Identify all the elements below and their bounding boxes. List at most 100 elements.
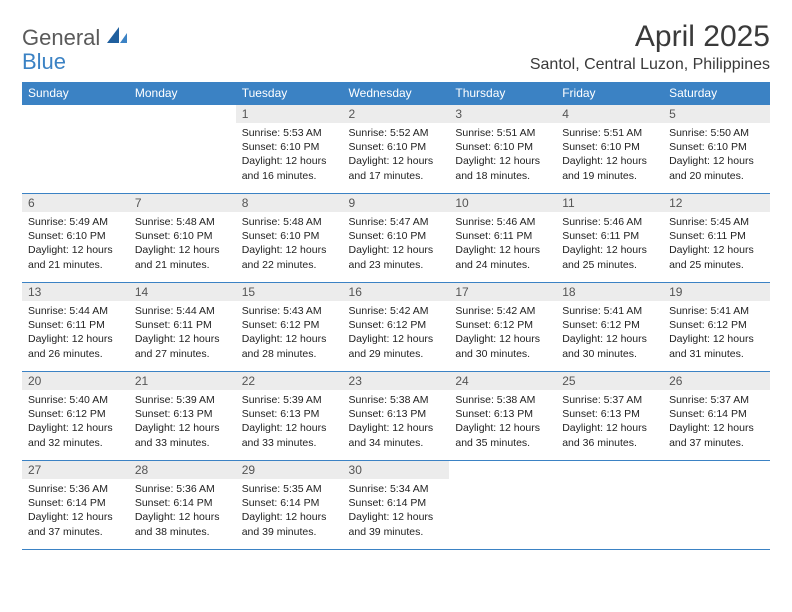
calendar-cell: 29Sunrise: 5:35 AMSunset: 6:14 PMDayligh… bbox=[236, 461, 343, 550]
day-number: 21 bbox=[129, 372, 236, 390]
page: General Blue April 2025 Santol, Central … bbox=[0, 0, 792, 570]
day-number: 24 bbox=[449, 372, 556, 390]
weekday-header: Monday bbox=[129, 82, 236, 105]
calendar-cell: 7Sunrise: 5:48 AMSunset: 6:10 PMDaylight… bbox=[129, 194, 236, 283]
day-number: 14 bbox=[129, 283, 236, 301]
day-details: Sunrise: 5:37 AMSunset: 6:14 PMDaylight:… bbox=[663, 390, 770, 454]
day-details: Sunrise: 5:46 AMSunset: 6:11 PMDaylight:… bbox=[556, 212, 663, 276]
weekday-header: Sunday bbox=[22, 82, 129, 105]
sail-icon bbox=[107, 27, 127, 50]
day-number: 29 bbox=[236, 461, 343, 479]
day-details: Sunrise: 5:38 AMSunset: 6:13 PMDaylight:… bbox=[343, 390, 450, 454]
calendar-cell: 19Sunrise: 5:41 AMSunset: 6:12 PMDayligh… bbox=[663, 283, 770, 372]
weekday-header: Wednesday bbox=[343, 82, 450, 105]
day-number: 15 bbox=[236, 283, 343, 301]
calendar-cell: 20Sunrise: 5:40 AMSunset: 6:12 PMDayligh… bbox=[22, 372, 129, 461]
calendar-cell bbox=[129, 105, 236, 194]
day-details: Sunrise: 5:34 AMSunset: 6:14 PMDaylight:… bbox=[343, 479, 450, 543]
day-details: Sunrise: 5:44 AMSunset: 6:11 PMDaylight:… bbox=[129, 301, 236, 365]
day-details: Sunrise: 5:48 AMSunset: 6:10 PMDaylight:… bbox=[236, 212, 343, 276]
day-number: 17 bbox=[449, 283, 556, 301]
day-details: Sunrise: 5:43 AMSunset: 6:12 PMDaylight:… bbox=[236, 301, 343, 365]
day-number: 26 bbox=[663, 372, 770, 390]
calendar-cell: 15Sunrise: 5:43 AMSunset: 6:12 PMDayligh… bbox=[236, 283, 343, 372]
calendar-cell: 18Sunrise: 5:41 AMSunset: 6:12 PMDayligh… bbox=[556, 283, 663, 372]
day-details: Sunrise: 5:42 AMSunset: 6:12 PMDaylight:… bbox=[449, 301, 556, 365]
day-number: 8 bbox=[236, 194, 343, 212]
title-block: April 2025 Santol, Central Luzon, Philip… bbox=[530, 20, 770, 74]
day-details: Sunrise: 5:48 AMSunset: 6:10 PMDaylight:… bbox=[129, 212, 236, 276]
calendar-cell: 6Sunrise: 5:49 AMSunset: 6:10 PMDaylight… bbox=[22, 194, 129, 283]
weekday-header: Thursday bbox=[449, 82, 556, 105]
day-number: 20 bbox=[22, 372, 129, 390]
calendar-cell: 21Sunrise: 5:39 AMSunset: 6:13 PMDayligh… bbox=[129, 372, 236, 461]
day-number: 11 bbox=[556, 194, 663, 212]
day-number: 28 bbox=[129, 461, 236, 479]
calendar-cell: 10Sunrise: 5:46 AMSunset: 6:11 PMDayligh… bbox=[449, 194, 556, 283]
day-number: 13 bbox=[22, 283, 129, 301]
calendar-row: 13Sunrise: 5:44 AMSunset: 6:11 PMDayligh… bbox=[22, 283, 770, 372]
day-number: 1 bbox=[236, 105, 343, 123]
calendar-cell: 2Sunrise: 5:52 AMSunset: 6:10 PMDaylight… bbox=[343, 105, 450, 194]
calendar-body: 1Sunrise: 5:53 AMSunset: 6:10 PMDaylight… bbox=[22, 105, 770, 550]
brand-logo: General Blue bbox=[22, 20, 127, 74]
calendar-cell: 4Sunrise: 5:51 AMSunset: 6:10 PMDaylight… bbox=[556, 105, 663, 194]
day-number: 3 bbox=[449, 105, 556, 123]
header: General Blue April 2025 Santol, Central … bbox=[22, 20, 770, 74]
day-details: Sunrise: 5:42 AMSunset: 6:12 PMDaylight:… bbox=[343, 301, 450, 365]
calendar-cell: 12Sunrise: 5:45 AMSunset: 6:11 PMDayligh… bbox=[663, 194, 770, 283]
day-details: Sunrise: 5:39 AMSunset: 6:13 PMDaylight:… bbox=[236, 390, 343, 454]
weekday-header: Tuesday bbox=[236, 82, 343, 105]
calendar-cell: 23Sunrise: 5:38 AMSunset: 6:13 PMDayligh… bbox=[343, 372, 450, 461]
calendar-cell: 16Sunrise: 5:42 AMSunset: 6:12 PMDayligh… bbox=[343, 283, 450, 372]
calendar-cell: 11Sunrise: 5:46 AMSunset: 6:11 PMDayligh… bbox=[556, 194, 663, 283]
day-details: Sunrise: 5:50 AMSunset: 6:10 PMDaylight:… bbox=[663, 123, 770, 187]
day-number: 4 bbox=[556, 105, 663, 123]
calendar-row: 6Sunrise: 5:49 AMSunset: 6:10 PMDaylight… bbox=[22, 194, 770, 283]
calendar-cell bbox=[663, 461, 770, 550]
brand-word2: Blue bbox=[22, 49, 66, 74]
day-details: Sunrise: 5:41 AMSunset: 6:12 PMDaylight:… bbox=[663, 301, 770, 365]
day-number: 18 bbox=[556, 283, 663, 301]
calendar-cell: 8Sunrise: 5:48 AMSunset: 6:10 PMDaylight… bbox=[236, 194, 343, 283]
day-details: Sunrise: 5:53 AMSunset: 6:10 PMDaylight:… bbox=[236, 123, 343, 187]
calendar-cell: 1Sunrise: 5:53 AMSunset: 6:10 PMDaylight… bbox=[236, 105, 343, 194]
day-number: 22 bbox=[236, 372, 343, 390]
calendar-cell: 22Sunrise: 5:39 AMSunset: 6:13 PMDayligh… bbox=[236, 372, 343, 461]
calendar-cell: 13Sunrise: 5:44 AMSunset: 6:11 PMDayligh… bbox=[22, 283, 129, 372]
day-details: Sunrise: 5:36 AMSunset: 6:14 PMDaylight:… bbox=[129, 479, 236, 543]
day-details: Sunrise: 5:41 AMSunset: 6:12 PMDaylight:… bbox=[556, 301, 663, 365]
day-number: 23 bbox=[343, 372, 450, 390]
day-number: 2 bbox=[343, 105, 450, 123]
day-number: 5 bbox=[663, 105, 770, 123]
calendar-cell: 30Sunrise: 5:34 AMSunset: 6:14 PMDayligh… bbox=[343, 461, 450, 550]
month-title: April 2025 bbox=[530, 20, 770, 54]
day-details: Sunrise: 5:35 AMSunset: 6:14 PMDaylight:… bbox=[236, 479, 343, 543]
day-number: 12 bbox=[663, 194, 770, 212]
day-details: Sunrise: 5:52 AMSunset: 6:10 PMDaylight:… bbox=[343, 123, 450, 187]
day-number: 7 bbox=[129, 194, 236, 212]
day-details: Sunrise: 5:44 AMSunset: 6:11 PMDaylight:… bbox=[22, 301, 129, 365]
day-number: 6 bbox=[22, 194, 129, 212]
day-details: Sunrise: 5:39 AMSunset: 6:13 PMDaylight:… bbox=[129, 390, 236, 454]
weekday-header: Saturday bbox=[663, 82, 770, 105]
calendar-cell: 17Sunrise: 5:42 AMSunset: 6:12 PMDayligh… bbox=[449, 283, 556, 372]
day-number: 10 bbox=[449, 194, 556, 212]
day-details: Sunrise: 5:46 AMSunset: 6:11 PMDaylight:… bbox=[449, 212, 556, 276]
day-details: Sunrise: 5:49 AMSunset: 6:10 PMDaylight:… bbox=[22, 212, 129, 276]
calendar-cell: 27Sunrise: 5:36 AMSunset: 6:14 PMDayligh… bbox=[22, 461, 129, 550]
calendar-row: 20Sunrise: 5:40 AMSunset: 6:12 PMDayligh… bbox=[22, 372, 770, 461]
calendar-table: SundayMondayTuesdayWednesdayThursdayFrid… bbox=[22, 82, 770, 550]
calendar-row: 1Sunrise: 5:53 AMSunset: 6:10 PMDaylight… bbox=[22, 105, 770, 194]
day-details: Sunrise: 5:45 AMSunset: 6:11 PMDaylight:… bbox=[663, 212, 770, 276]
calendar-cell: 9Sunrise: 5:47 AMSunset: 6:10 PMDaylight… bbox=[343, 194, 450, 283]
day-number: 25 bbox=[556, 372, 663, 390]
calendar-cell: 24Sunrise: 5:38 AMSunset: 6:13 PMDayligh… bbox=[449, 372, 556, 461]
day-details: Sunrise: 5:38 AMSunset: 6:13 PMDaylight:… bbox=[449, 390, 556, 454]
day-number: 27 bbox=[22, 461, 129, 479]
day-details: Sunrise: 5:47 AMSunset: 6:10 PMDaylight:… bbox=[343, 212, 450, 276]
day-details: Sunrise: 5:51 AMSunset: 6:10 PMDaylight:… bbox=[449, 123, 556, 187]
calendar-cell bbox=[22, 105, 129, 194]
calendar-cell bbox=[556, 461, 663, 550]
day-number: 9 bbox=[343, 194, 450, 212]
